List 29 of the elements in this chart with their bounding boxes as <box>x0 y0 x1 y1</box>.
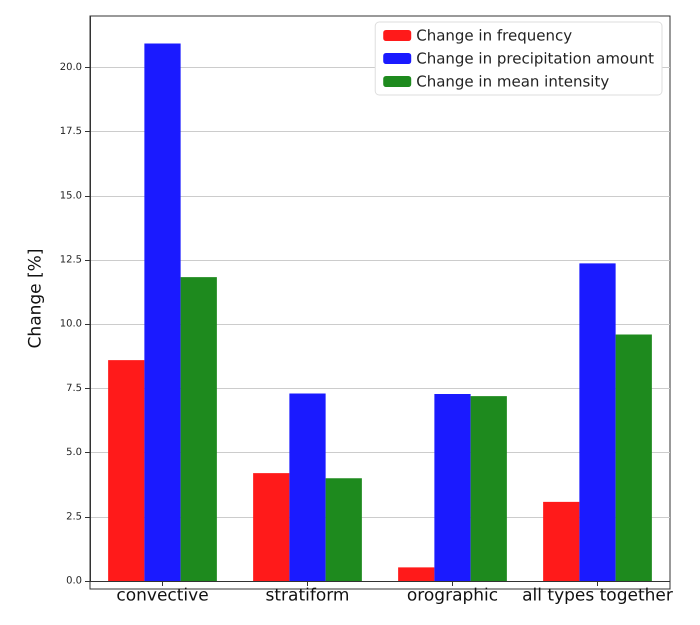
y-tick-label: 7.5 <box>66 382 82 394</box>
y-tick-label: 5.0 <box>66 447 82 458</box>
bar <box>253 473 290 581</box>
bar <box>543 502 580 581</box>
y-axis-title: Change [%] <box>26 248 46 348</box>
legend-label: Change in frequency <box>416 26 572 44</box>
x-tick-label: stratiform <box>266 586 350 606</box>
bar <box>398 567 434 581</box>
legend-label: Change in mean intensity <box>416 72 610 90</box>
legend-label: Change in precipitation amount <box>416 50 654 68</box>
y-tick-label: 2.5 <box>66 511 82 522</box>
y-tick-label: 10.0 <box>60 318 82 330</box>
bar <box>470 396 507 581</box>
bar <box>144 43 181 581</box>
x-tick-label: convective <box>116 586 209 606</box>
y-tick-label: 0.0 <box>66 576 82 586</box>
x-tick-label: orographic <box>406 586 498 606</box>
bar <box>326 478 362 581</box>
bar <box>108 360 144 581</box>
bar <box>434 394 471 581</box>
y-tick-label: 20.0 <box>60 62 82 73</box>
y-tick-label: 12.5 <box>60 254 82 266</box>
bar <box>579 263 616 581</box>
y-tick-label: 15.0 <box>60 190 82 202</box>
y-tick-label: 17.5 <box>60 126 82 138</box>
bar <box>180 277 217 581</box>
bar <box>289 394 326 581</box>
x-tick-label: all types together <box>522 586 673 606</box>
bar <box>616 334 652 581</box>
